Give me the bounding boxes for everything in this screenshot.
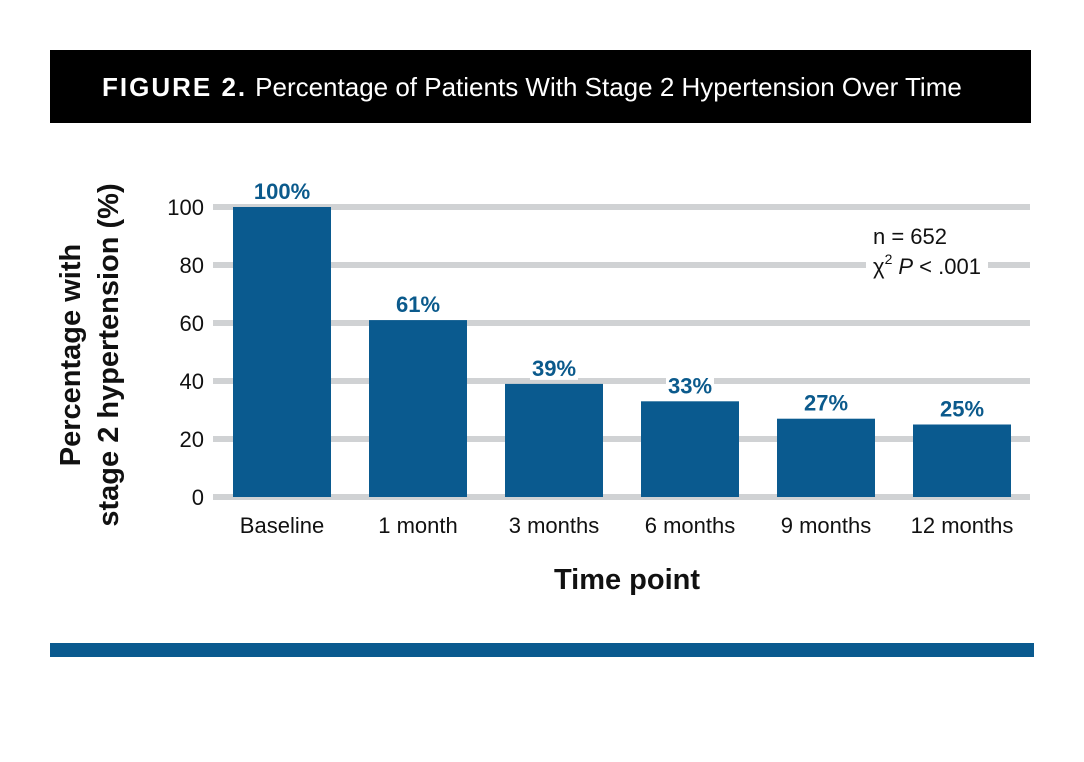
- x-tick-label: Baseline: [240, 513, 324, 538]
- y-tick-label: 0: [192, 485, 204, 510]
- y-tick-label: 60: [180, 311, 204, 336]
- bar: [913, 424, 1011, 497]
- y-tick-label: 40: [180, 369, 204, 394]
- data-label-background: [530, 355, 578, 380]
- y-axis-title: Percentage with stage 2 hypertension (%): [55, 183, 125, 526]
- annotation-chi: χ: [873, 254, 885, 279]
- y-axis-title-line2: stage 2 hypertension (%): [93, 183, 125, 526]
- y-axis-title-line1: Percentage with: [55, 244, 87, 466]
- bar: [641, 401, 739, 497]
- x-tick-label: 3 months: [509, 513, 600, 538]
- data-label-background: [666, 373, 714, 398]
- y-tick-label: 20: [180, 427, 204, 452]
- data-label-background: [251, 179, 313, 203]
- data-label: 27%: [804, 391, 848, 416]
- annotation-p: P: [898, 254, 913, 279]
- data-label-background: [802, 390, 850, 415]
- bar: [233, 207, 331, 497]
- x-tick-label: 9 months: [781, 513, 872, 538]
- y-tick-label: 80: [180, 253, 204, 278]
- figure-title-bar: FIGURE 2. Percentage of Patients With Sta…: [50, 50, 1031, 123]
- bar: [369, 320, 467, 497]
- annotation-background: [866, 222, 988, 280]
- bar: [777, 418, 875, 497]
- data-labels: 100% 61% 39% 33% 27% 25%: [251, 179, 986, 422]
- figure-title-text: Percentage of Patients With Stage 2 Hype…: [255, 72, 962, 102]
- x-tick-label: 6 months: [645, 513, 736, 538]
- x-tick-labels: Baseline 1 month 3 months 6 months 9 months 1…: [240, 513, 1014, 538]
- x-tick-label: 12 months: [911, 513, 1014, 538]
- bottom-rule: [50, 643, 1034, 657]
- data-label-background: [394, 292, 442, 317]
- bars: [233, 207, 1011, 497]
- data-label: 33%: [668, 373, 712, 398]
- figure-label: FIGURE 2.: [102, 72, 248, 102]
- data-label-background: [938, 396, 986, 421]
- data-label: 39%: [532, 356, 576, 381]
- x-axis-title: Time point: [554, 564, 700, 596]
- y-tick-label: 100: [167, 195, 204, 220]
- x-tick-label: 1 month: [378, 513, 458, 538]
- data-label: 100%: [254, 179, 310, 204]
- data-label: 61%: [396, 292, 440, 317]
- bar: [505, 383, 603, 497]
- annotation-n: n = 652: [873, 224, 947, 249]
- annotation-chi-square: χ2 P < .001: [873, 251, 981, 279]
- annotation-superscript: 2: [885, 251, 893, 267]
- y-tick-labels: 0 20 40 60 80 100: [167, 195, 204, 510]
- figure-title: FIGURE 2. Percentage of Patients With Sta…: [102, 72, 962, 103]
- data-label: 25%: [940, 397, 984, 422]
- annotation-rest: < .001: [913, 254, 981, 279]
